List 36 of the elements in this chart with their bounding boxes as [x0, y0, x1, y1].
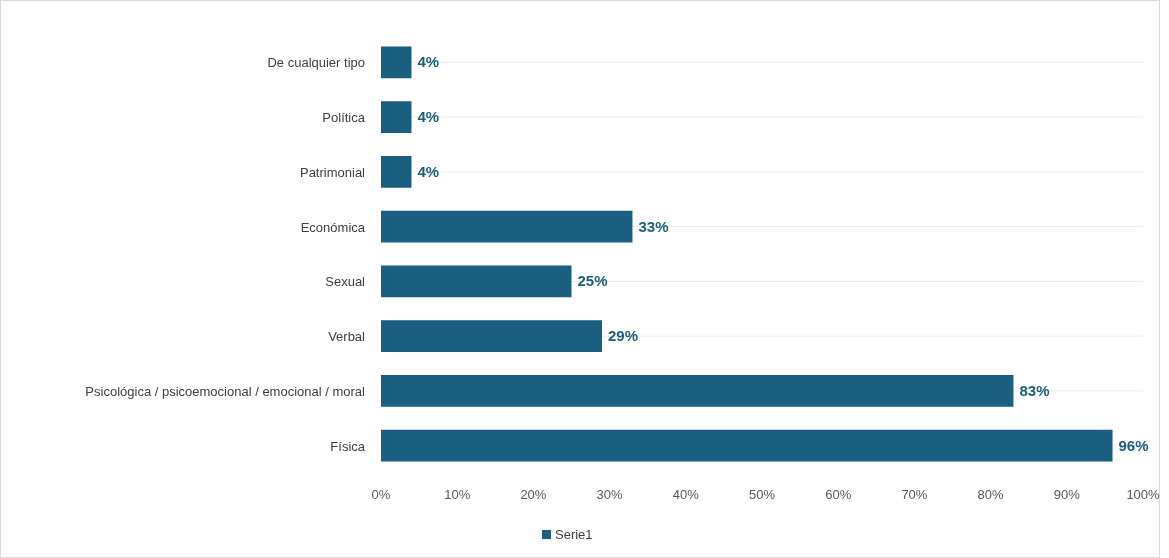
x-tick-label: 90%	[1053, 487, 1081, 502]
y-tick-label: Verbal	[328, 329, 366, 345]
x-tick-label: 0%	[371, 487, 391, 502]
data-label: 29%	[607, 327, 639, 345]
data-label: 96%	[1118, 436, 1149, 454]
bar	[381, 156, 412, 188]
data-label: 25%	[577, 272, 608, 290]
x-tick-label: 20%	[520, 487, 547, 502]
y-tick-label: De cualquier tipo	[267, 55, 365, 71]
y-tick-label: Física	[330, 438, 366, 454]
x-tick-label: 50%	[748, 487, 776, 502]
y-tick-label: Política	[322, 110, 366, 126]
bar	[381, 46, 412, 79]
y-tick-label: Económica	[300, 219, 366, 235]
x-tick-label: 80%	[977, 487, 1005, 502]
y-tick-label: Sexual	[325, 274, 366, 290]
data-label: 33%	[638, 217, 669, 235]
data-label: 4%	[417, 53, 440, 71]
data-label: 4%	[417, 108, 440, 126]
y-tick-label: Psicológica / psicoemocional / emocional / moral	[85, 383, 366, 399]
x-tick-label: 60%	[825, 487, 852, 502]
data-label: 83%	[1019, 381, 1050, 399]
bar	[381, 375, 1014, 407]
x-tick-label: 30%	[596, 487, 624, 502]
x-tick-label: 40%	[672, 487, 700, 502]
bar	[381, 265, 572, 298]
x-tick-label: 70%	[901, 487, 928, 502]
y-tick-label: Patrimonial	[299, 164, 366, 180]
data-label: 4%	[417, 162, 440, 180]
x-tick-label: 100%	[1126, 487, 1161, 502]
bar	[381, 210, 633, 243]
bar	[381, 429, 1113, 462]
x-tick-label: 10%	[444, 487, 471, 502]
legend-label: Serie1	[555, 527, 593, 542]
bar	[381, 320, 602, 352]
bar	[381, 101, 412, 133]
